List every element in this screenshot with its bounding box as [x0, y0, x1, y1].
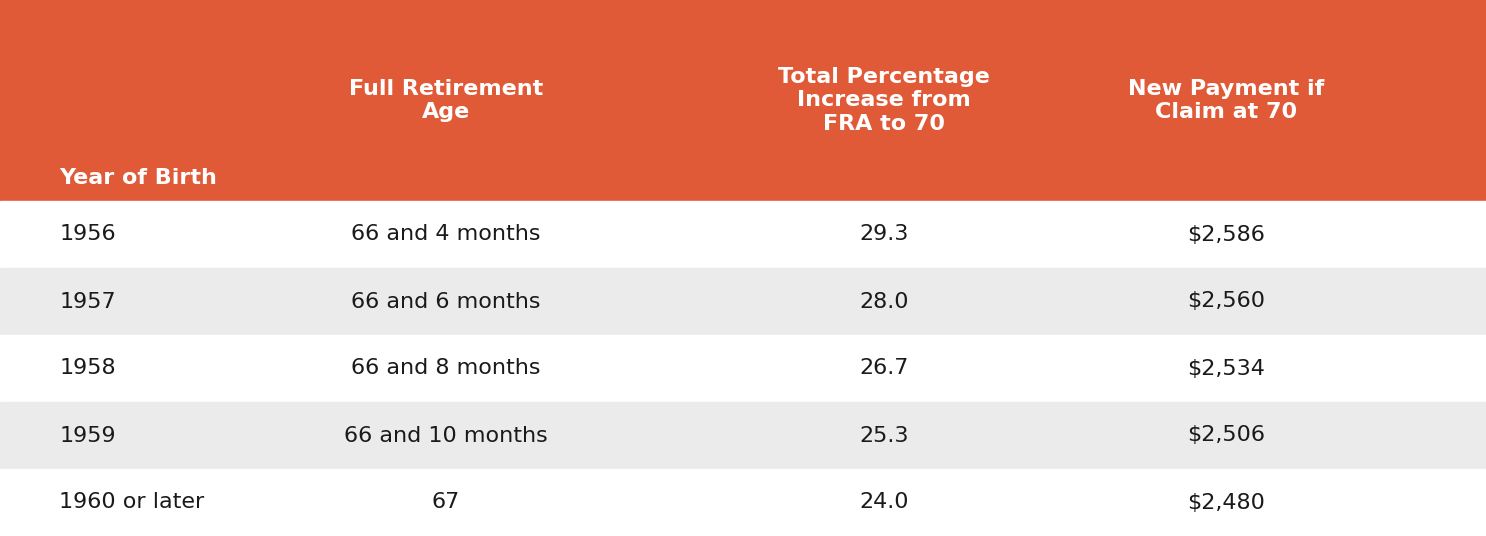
Text: Year of Birth: Year of Birth [59, 168, 217, 188]
Text: 66 and 8 months: 66 and 8 months [351, 359, 541, 378]
Text: 25.3: 25.3 [859, 426, 909, 445]
Bar [0, 335, 1486, 402]
Text: $2,534: $2,534 [1187, 359, 1265, 378]
Text: 1960 or later: 1960 or later [59, 493, 205, 512]
Text: 1957: 1957 [59, 292, 116, 311]
Text: Total Percentage
Increase from
FRA to 70: Total Percentage Increase from FRA to 70 [779, 68, 990, 133]
Bar [0, 0, 1486, 201]
Bar [0, 402, 1486, 469]
Text: 1958: 1958 [59, 359, 116, 378]
Text: 67: 67 [431, 493, 461, 512]
Text: 28.0: 28.0 [859, 292, 909, 311]
Text: 1956: 1956 [59, 225, 116, 244]
Text: 26.7: 26.7 [859, 359, 909, 378]
Text: $2,586: $2,586 [1187, 225, 1265, 244]
Text: 66 and 10 months: 66 and 10 months [343, 426, 548, 445]
Text: 1959: 1959 [59, 426, 116, 445]
Text: New Payment if
Claim at 70: New Payment if Claim at 70 [1128, 79, 1324, 122]
Text: 66 and 4 months: 66 and 4 months [351, 225, 541, 244]
Text: $2,560: $2,560 [1187, 292, 1265, 311]
Bar [0, 201, 1486, 268]
Bar [0, 268, 1486, 335]
Text: 29.3: 29.3 [859, 225, 909, 244]
Text: $2,506: $2,506 [1187, 426, 1265, 445]
Text: $2,480: $2,480 [1187, 493, 1265, 512]
Text: 66 and 6 months: 66 and 6 months [351, 292, 541, 311]
Text: Full Retirement
Age: Full Retirement Age [349, 79, 542, 122]
Text: 24.0: 24.0 [859, 493, 909, 512]
Bar [0, 469, 1486, 536]
